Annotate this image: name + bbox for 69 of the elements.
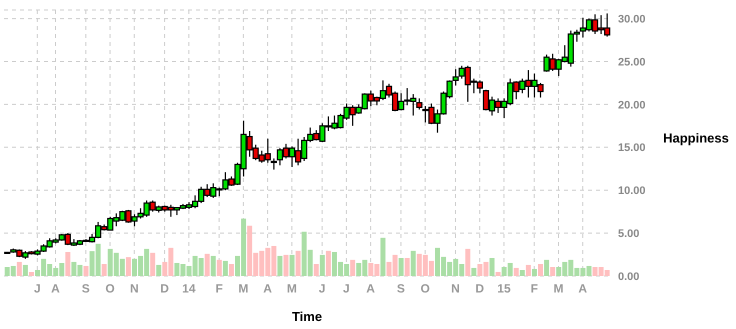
bar — [532, 268, 537, 276]
bar — [150, 252, 156, 276]
bar — [465, 248, 470, 276]
x-tick-label: F — [530, 282, 538, 296]
bar — [290, 254, 295, 276]
x-tick-label: J — [318, 282, 326, 296]
bar — [102, 264, 107, 276]
bar — [222, 260, 228, 276]
bar — [22, 264, 28, 276]
y-axis-title: Happiness — [663, 130, 729, 146]
bar — [326, 250, 331, 276]
bar — [210, 256, 216, 276]
x-tick-label: F — [215, 282, 223, 296]
bar — [216, 260, 222, 276]
x-axis-title: Time — [292, 309, 322, 324]
x-tick-label: 14 — [182, 282, 196, 296]
x-tick-label: M — [286, 282, 297, 296]
x-tick-label: O — [420, 282, 430, 296]
x-tick-label: A — [263, 282, 272, 296]
x-tick-label: N — [130, 282, 139, 296]
bar — [277, 256, 282, 276]
bar — [526, 264, 531, 276]
bar — [126, 257, 131, 276]
x-tick-label: A — [366, 282, 376, 296]
x-tick-label: D — [475, 282, 484, 296]
bar — [520, 270, 525, 276]
x-tick-label: S — [82, 282, 90, 296]
bar — [296, 250, 301, 276]
x-tick-label: O — [105, 282, 115, 296]
x-tick-label: 15 — [497, 282, 511, 296]
y-tick-label: 20.00 — [618, 99, 646, 112]
x-tick-label: J — [34, 282, 41, 296]
bar — [490, 258, 495, 276]
bar — [514, 268, 519, 276]
x-tick-label: J — [343, 282, 350, 296]
y-tick-label: 10.00 — [618, 185, 646, 198]
y-tick-label: 0.00 — [618, 270, 640, 283]
candlestick — [270, 158, 277, 170]
y-tick-label: 25.00 — [618, 56, 646, 68]
bar — [404, 258, 410, 276]
bar — [156, 264, 162, 276]
bar — [471, 268, 476, 276]
x-tick-label: N — [451, 282, 460, 296]
bar — [314, 264, 319, 276]
bar — [84, 266, 89, 276]
bar — [65, 252, 70, 276]
bar — [16, 262, 22, 276]
bar — [283, 254, 288, 276]
x-tick-label: D — [160, 282, 170, 296]
bar — [538, 264, 544, 276]
x-tick-label: M — [553, 282, 564, 296]
x-tick-label: A — [578, 282, 588, 296]
bar — [350, 260, 356, 276]
bar — [380, 238, 386, 276]
x-tick-label: M — [238, 282, 248, 296]
bar — [398, 258, 404, 276]
y-tick-label: 30.00 — [618, 13, 646, 26]
bar — [320, 254, 325, 276]
bar — [28, 272, 34, 276]
x-tick-label: A — [51, 282, 60, 296]
bar — [228, 264, 234, 276]
x-tick-label: S — [396, 282, 405, 296]
bar — [496, 272, 501, 276]
y-tick-label: 15.00 — [618, 142, 646, 154]
y-tick-label: 5.00 — [618, 228, 640, 240]
bar — [204, 254, 210, 276]
bar — [410, 250, 416, 276]
bar — [550, 266, 556, 276]
bar — [544, 260, 550, 276]
